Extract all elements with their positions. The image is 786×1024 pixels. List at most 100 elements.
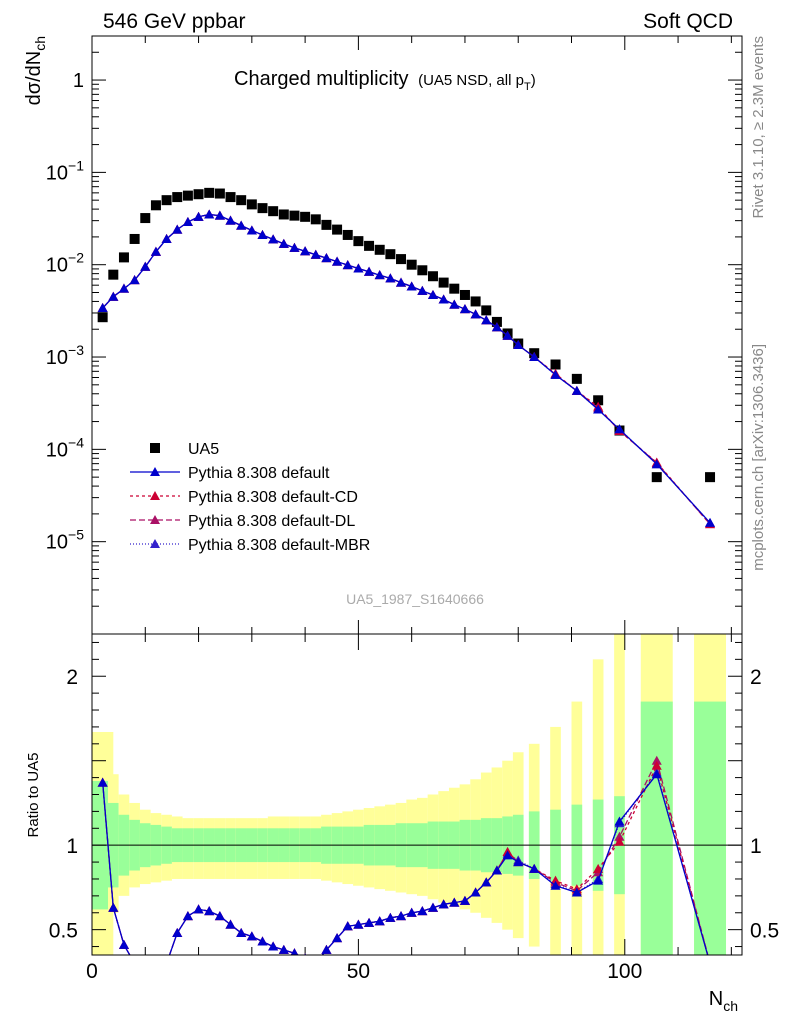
main-plot-area: 1 10−1 10−2 10−3 10−4 10−5 [46,35,743,635]
ua5-data-point [593,395,604,406]
ratio-series-2-marker-1 [614,831,625,841]
main-series-0-marker-1 [614,424,625,434]
main-chart-title: Charged multiplicity (UA5 NSD, all pT) [234,68,536,93]
ua5-data-point [417,265,428,276]
legend-label-1: Pythia 8.308 default [188,465,330,482]
ratio-series-0-marker-1 [97,777,108,787]
ua5-data-point [353,236,364,247]
main-series-0-marker-1 [491,322,502,332]
ratio-series-0-marker-1 [257,936,268,946]
ratio-series-0-marker-1 [353,919,364,929]
ratio-series-0-marker-1 [651,769,662,779]
main-series-0-marker-1 [108,291,119,301]
ua5-data-point [481,305,492,316]
ratio-series-0-marker-1 [593,875,604,885]
ua5-data-point [182,190,193,201]
ratio-stat-band [640,701,673,955]
legend-marker-3 [150,515,160,524]
ratio-series-1-marker-1 [311,958,321,967]
legend-label-3: Pythia 8.308 default-DL [188,513,355,530]
ratio-series-3-marker-1 [151,958,161,967]
ratio-series-0-marker-1 [162,958,172,967]
mcplots-source-label: mcplots.cern.ch [arXiv:1306.3436] [750,344,767,571]
main-y-axis-label-sub: ch [32,36,48,51]
main-series-0-marker-1 [129,275,140,285]
ua5-data-point [651,472,662,483]
ratio-series-0-marker-1 [529,863,540,873]
main-series-0-marker-1 [204,209,215,219]
ratio-series-0-marker-1 [172,928,183,938]
ratio-series-0-marker-1 [417,906,428,916]
ratio-y-tick-label-right: 2 [750,666,762,689]
ratio-series-1-marker-1 [705,958,715,967]
ratio-y-axis-label: Ratio to UA5 [25,752,42,837]
ratio-series-0-marker-1 [236,928,247,938]
legend-label-0: UA5 [188,441,219,458]
main-series-0-marker-1 [651,459,662,469]
main-series-0-marker-1 [364,266,375,276]
ratio-series-0-marker-1 [364,917,375,927]
main-chart-title-suffix: (UA5 NSD, all p [418,72,524,89]
ratio-series-0-marker-1 [385,912,396,922]
main-series-0-marker-1 [502,330,513,340]
ratio-series-0-marker-1 [491,865,502,875]
main-series-0-marker-1 [529,352,540,362]
ratio-data-marks [97,755,715,967]
legend-label-2: Pythia 8.308 default-CD [188,489,358,506]
ratio-series-3-marker-1 [162,958,172,967]
main-series-0-marker-1 [705,517,716,527]
ua5-data-point [571,373,582,384]
ua5-data-point [97,312,108,323]
main-series-0-marker-1 [321,253,332,263]
ua5-data-point [300,211,311,222]
main-y-tick-label: 1 [73,70,84,92]
main-series-0-marker-1 [182,217,193,227]
ratio-series-3-marker-1 [311,958,321,967]
ratio-tick-labels: 0.5 0.5 1 1 2 2 0 50 100 [49,666,779,983]
main-y-tick-label: 10−3 [46,342,84,369]
main-series-0-marker-1 [427,289,438,299]
ratio-series-0-marker-1 [449,897,460,907]
ratio-series-1-marker-1 [651,760,662,770]
ua5-data-point [129,233,140,244]
ua5-data-point [342,229,353,240]
ua5-data-point [396,254,407,265]
header-energy-label: 546 GeV ppbar [103,10,245,33]
ratio-series-2-marker-1 [140,958,150,967]
legend-marker-ua5 [150,443,160,453]
ua5-data-point [118,252,129,263]
ratio-series-0-marker-1 [246,931,257,941]
main-series-0-marker-1 [396,277,407,287]
main-series-0-marker-1 [385,273,396,283]
main-y-tick-label: 10−2 [46,250,84,277]
ratio-series-1-marker-1 [140,958,150,967]
main-series-0-marker-1 [246,225,257,235]
ua5-data-point [161,195,172,206]
main-series-0-marker-1 [278,238,289,248]
main-axis-ticks [91,35,742,635]
analysis-id-watermark: UA5_1987_S1640666 [346,591,484,607]
main-series-0-marker-1 [118,283,129,293]
ratio-series-0-marker-1 [151,958,161,967]
ratio-series-1-marker-1 [162,958,172,967]
legend-marker-1 [150,467,160,476]
legend: UA5 Pythia 8.308 default Pythia 8.308 defa… [130,441,370,554]
main-series-0-marker-1 [342,260,353,270]
main-series-0-marker-1 [150,246,161,256]
main-series-0-marker-1 [593,404,604,414]
legend-label-4: Pythia 8.308 default-MBR [188,537,370,554]
ratio-total-band [614,634,625,955]
ua5-data-point [257,203,268,214]
ratio-series-0-marker-1 [427,902,438,912]
ratio-series-0-marker-1 [470,887,481,897]
ratio-series-0-marker-1 [311,958,321,967]
main-series-0-marker-1 [459,304,470,314]
ratio-stat-band [694,701,727,955]
ratio-series-3-marker-1 [140,958,150,967]
ua5-data-point [246,199,257,210]
x-axis-label-sub: ch [723,998,738,1014]
ua5-data-point [193,189,204,200]
main-series-0-marker-1 [193,211,204,221]
ua5-data-point [172,192,183,203]
